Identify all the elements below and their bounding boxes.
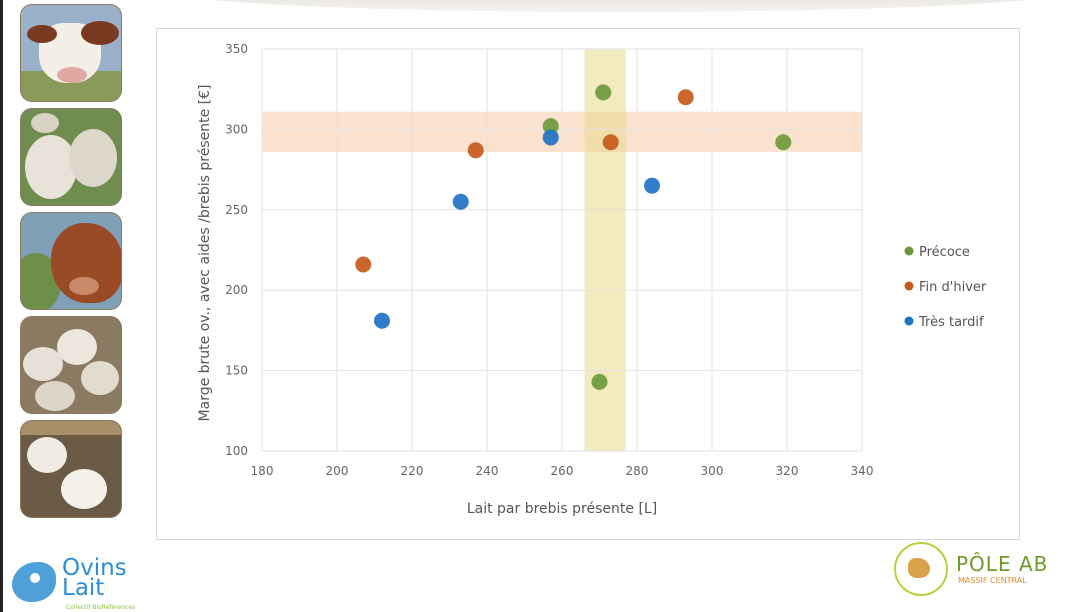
legend-label: Très tardif: [918, 315, 984, 330]
x-tick-label: 180: [251, 464, 274, 478]
data-point: [355, 256, 372, 273]
cow-photo: [20, 4, 122, 102]
y-tick-label: 350: [225, 42, 248, 56]
legend-marker: [904, 281, 914, 291]
left-border: [0, 0, 3, 612]
scatter-chart: 180 200 220 240 260 280 300 320 340 100 150 200 250 3…: [197, 42, 987, 517]
data-point: [644, 177, 660, 194]
data-point: [775, 134, 792, 151]
y-tick-label: 150: [225, 364, 248, 378]
ovins-lait-name: Ovins Lait: [62, 555, 127, 601]
ovins-lait-logo: Ovins Lait Collectif BioRéférences: [8, 555, 188, 612]
cow-brown-photo: [20, 212, 122, 310]
photo-strip: [20, 4, 122, 524]
x-tick-label: 220: [401, 464, 424, 478]
legend-marker: [904, 316, 914, 326]
data-points: [355, 84, 792, 390]
x-tick-label: 240: [476, 464, 499, 478]
massif-map-icon: [908, 558, 930, 578]
y-tick-label: 200: [225, 283, 248, 297]
chart-card: 180 200 220 240 260 280 300 320 340 100 150 200 250 3…: [156, 28, 1020, 540]
sheep-eye-icon: [30, 573, 40, 583]
data-point: [452, 193, 469, 210]
y-tick-label: 250: [225, 203, 248, 217]
x-band-1: [584, 49, 626, 451]
x-tick-label: 200: [326, 464, 349, 478]
data-point: [542, 118, 559, 135]
x-tick-label: 300: [701, 464, 724, 478]
chart-legend: Précoce Fin d'hiver Très tardif: [904, 245, 987, 330]
y-axis-label: Marge brute ov., avec aides /brebis prés…: [197, 85, 213, 422]
data-point: [595, 84, 612, 101]
data-point: [542, 129, 559, 146]
x-axis-label: Lait par brebis présente [L]: [467, 501, 657, 517]
pole-ab-ring-icon: [894, 542, 948, 596]
data-point: [591, 373, 608, 390]
ovins-lait-subtitle: Collectif BioRéférences: [66, 604, 136, 611]
data-point: [374, 312, 390, 329]
x-tick-label: 340: [851, 464, 874, 478]
flock-photo: [20, 316, 122, 414]
goat-photo: [20, 420, 122, 518]
sheep-photo: [20, 108, 122, 206]
legend-marker: [904, 246, 914, 256]
data-point: [467, 142, 484, 159]
pole-ab-title: PÔLE AB: [956, 552, 1049, 576]
x-tick-label: 320: [776, 464, 799, 478]
legend-label: Fin d'hiver: [919, 280, 987, 295]
pole-ab-subtitle: MASSIF CENTRAL: [958, 576, 1027, 585]
legend-label: Précoce: [919, 245, 970, 260]
pole-ab-logo: PÔLE AB MASSIF CENTRAL: [890, 540, 1060, 606]
y-tick-label: 300: [225, 122, 248, 136]
x-tick-label: 260: [551, 464, 574, 478]
x-tick-label: 280: [626, 464, 649, 478]
axis-ticks: 180 200 220 240 260 280 300 320 340 100 150 200 250 3…: [225, 42, 873, 478]
data-point: [677, 89, 694, 106]
data-point: [602, 134, 619, 151]
header-decoration: [170, 0, 1067, 12]
chart-grid: [261, 48, 863, 452]
y-tick-label: 100: [225, 444, 248, 458]
